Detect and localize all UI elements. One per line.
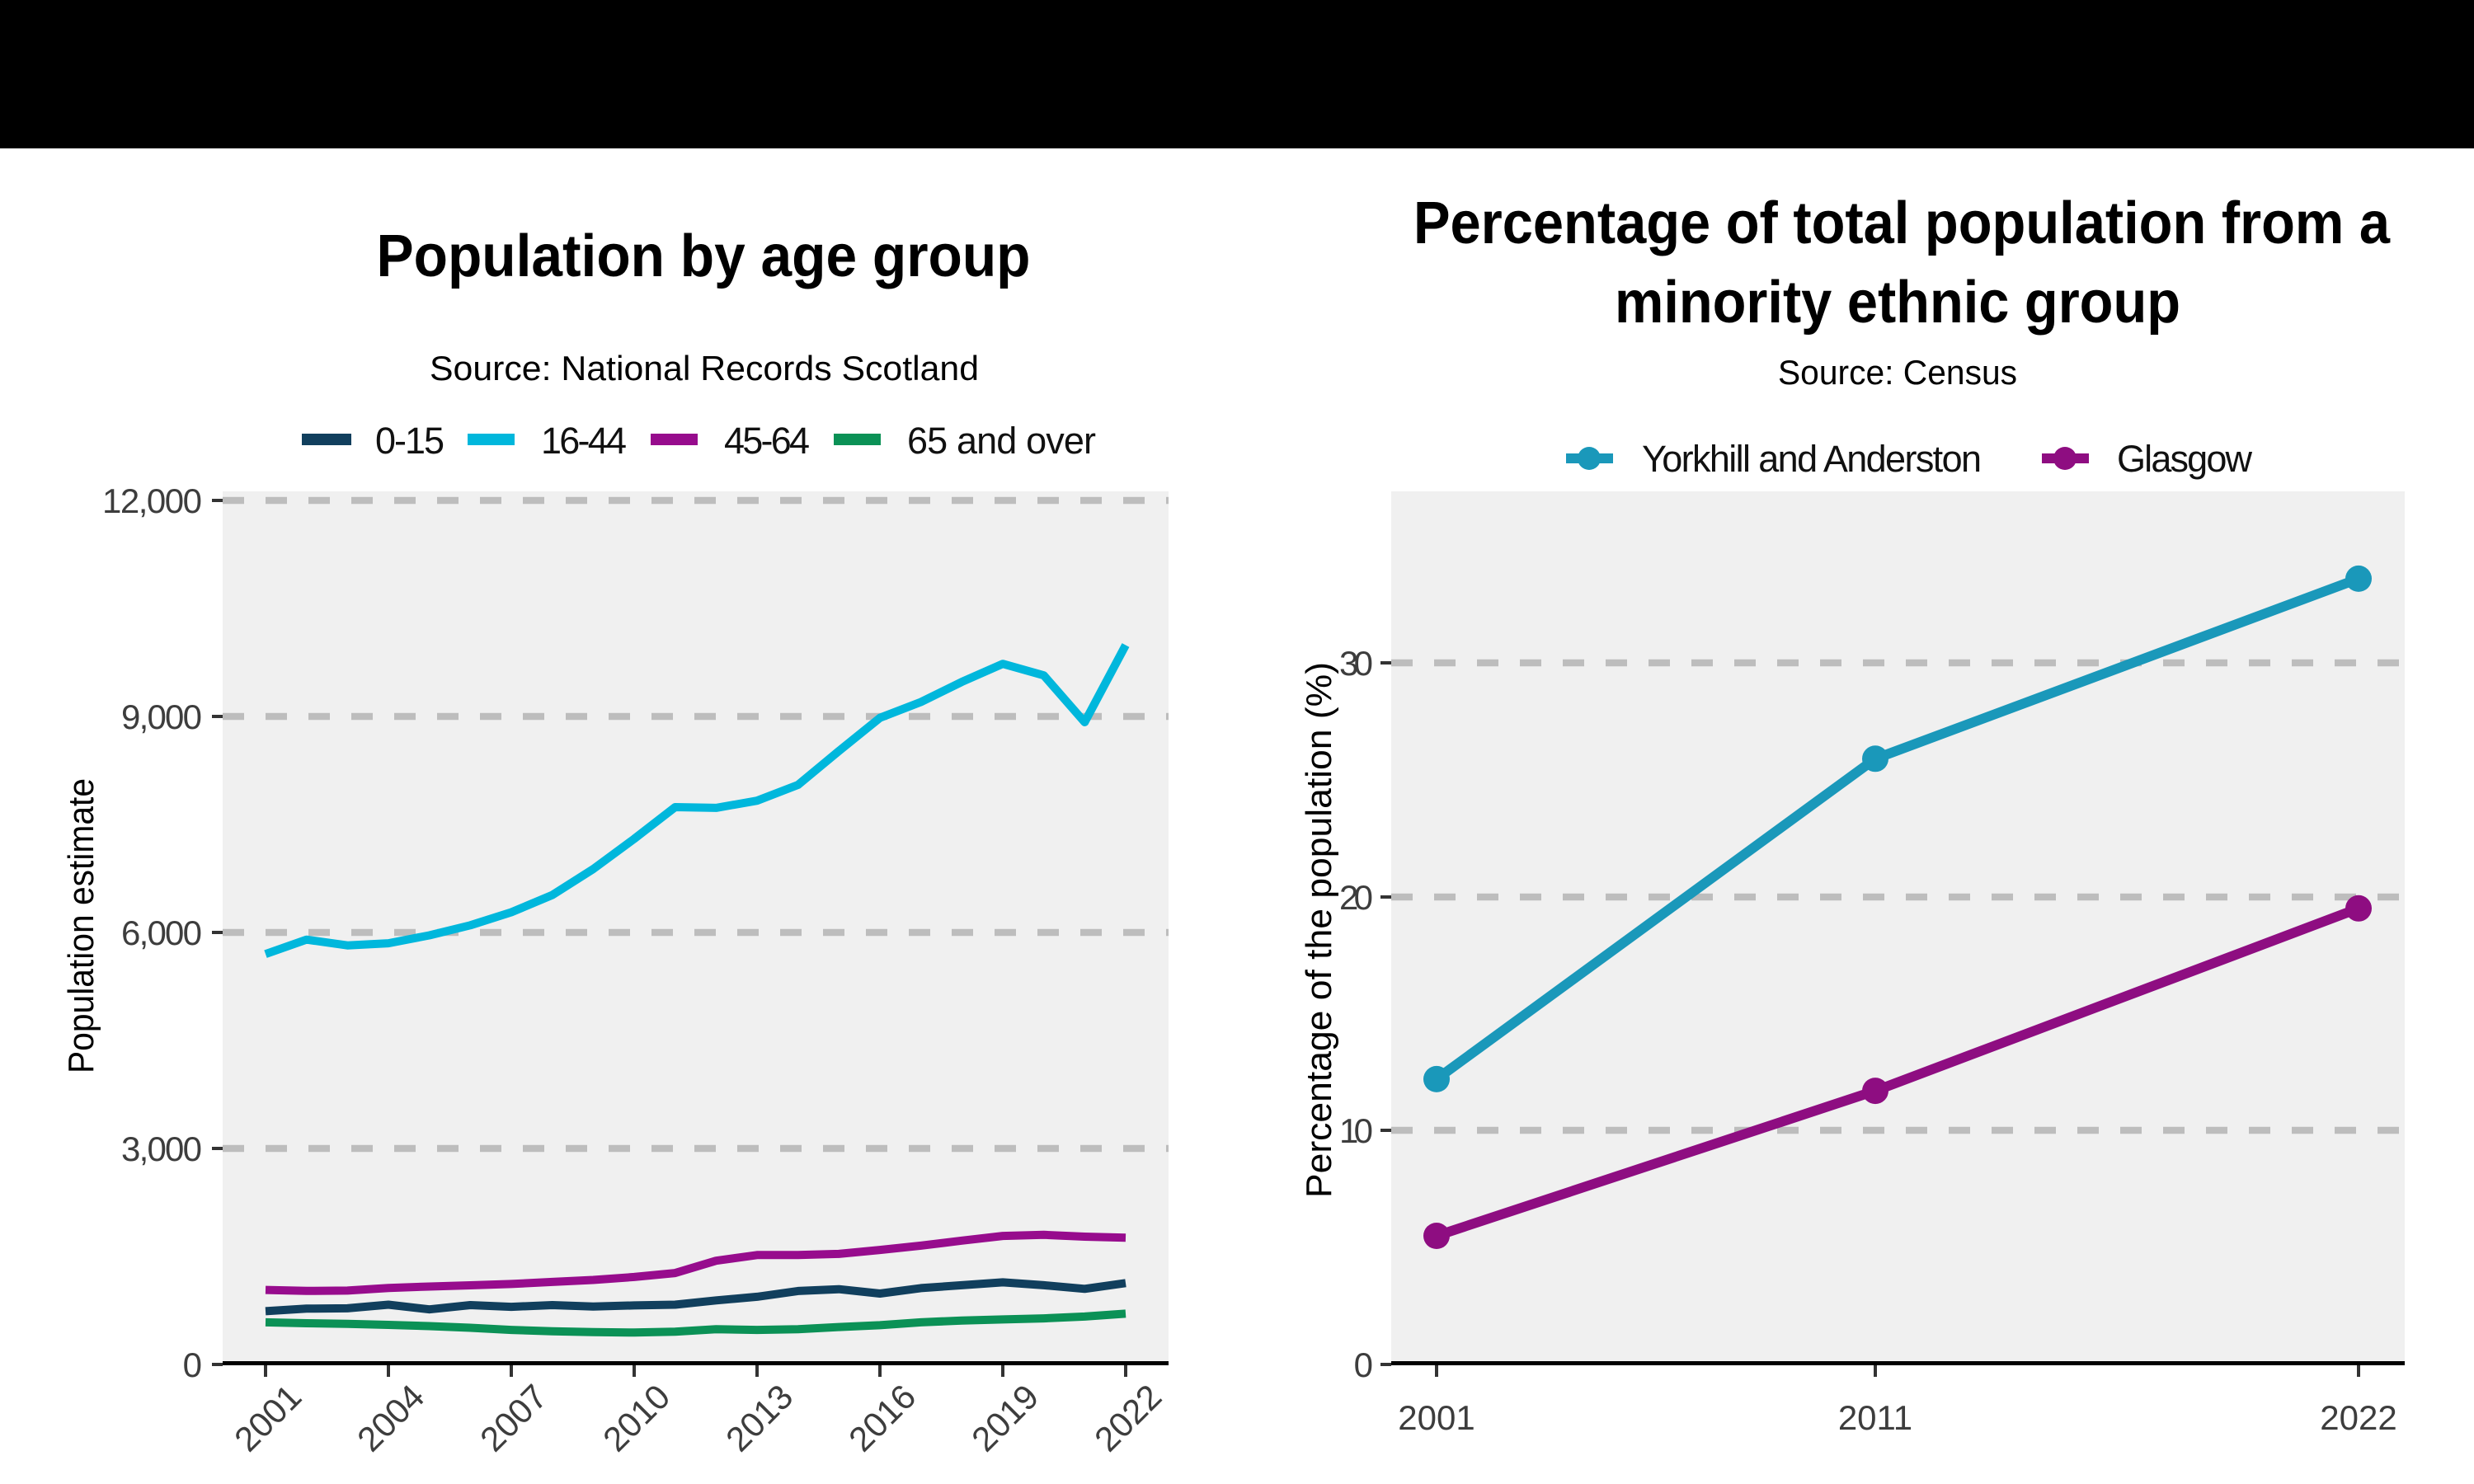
svg-text:Source: National Records Scotl: Source: National Records Scotland [430,349,979,387]
svg-text:2022: 2022 [2320,1398,2396,1437]
svg-text:minority ethnic group: minority ethnic group [1615,270,2180,336]
svg-text:20: 20 [1339,878,1373,917]
svg-text:Source: Census: Source: Census [1778,353,2017,392]
svg-text:3,000: 3,000 [121,1129,202,1168]
svg-text:Glasgow: Glasgow [2117,438,2253,480]
svg-text:0: 0 [1354,1345,1373,1384]
svg-text:2001: 2001 [227,1377,308,1458]
svg-text:0: 0 [183,1345,202,1384]
svg-text:9,000: 9,000 [121,697,202,736]
svg-text:2019: 2019 [964,1377,1046,1458]
svg-text:2016: 2016 [841,1377,923,1458]
svg-text:16-44: 16-44 [541,420,627,462]
svg-text:Population estimate: Population estimate [61,778,101,1073]
svg-text:Percentage of the population (: Percentage of the population (%) [1299,662,1339,1198]
svg-text:10: 10 [1339,1111,1373,1150]
svg-text:Population by age group: Population by age group [377,223,1031,289]
svg-text:2013: 2013 [718,1377,800,1458]
svg-text:6,000: 6,000 [121,913,202,952]
svg-text:Percentage of total population: Percentage of total population from a [1413,190,2391,256]
svg-text:Yorkhill and Anderston: Yorkhill and Anderston [1642,438,1982,480]
svg-text:45-64: 45-64 [724,420,810,462]
svg-text:2022: 2022 [1087,1377,1169,1458]
svg-text:0-15: 0-15 [375,420,444,462]
svg-text:2010: 2010 [595,1377,677,1458]
svg-text:2007: 2007 [473,1377,554,1458]
svg-text:30: 30 [1339,644,1373,683]
svg-text:65 and over: 65 and over [907,420,1096,462]
svg-text:2001: 2001 [1398,1398,1475,1437]
svg-text:2004: 2004 [350,1377,431,1458]
svg-text:12,000: 12,000 [102,481,202,520]
svg-text:2011: 2011 [1838,1398,1912,1437]
